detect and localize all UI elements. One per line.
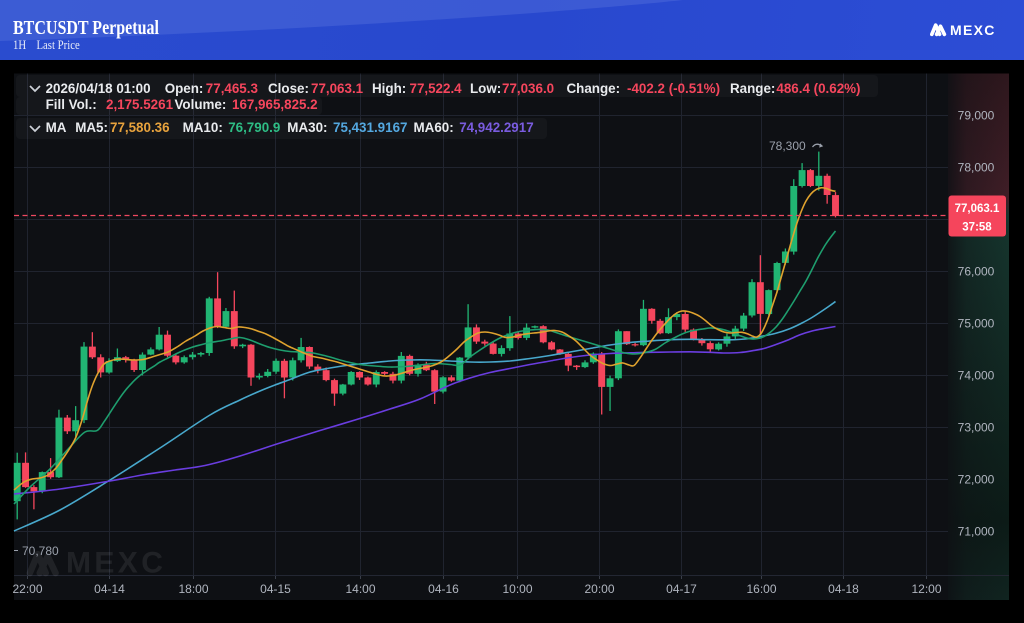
svg-text:37:58: 37:58 [962, 222, 992, 234]
svg-text:76,000: 76,000 [958, 265, 995, 279]
svg-text:MEXC: MEXC [66, 547, 166, 580]
svg-text:12:00: 12:00 [911, 582, 941, 596]
svg-text:MEXC: MEXC [950, 22, 996, 38]
svg-text:78,000: 78,000 [958, 161, 995, 175]
svg-text:16:00: 16:00 [746, 582, 776, 596]
svg-text:77,063.1: 77,063.1 [955, 203, 1000, 215]
svg-text:22:00: 22:00 [12, 582, 42, 596]
svg-text:04-16: 04-16 [428, 582, 459, 596]
svg-text:73,000: 73,000 [958, 421, 995, 435]
svg-text:10:00: 10:00 [502, 582, 532, 596]
svg-text:75,000: 75,000 [958, 317, 995, 331]
svg-text:71,000: 71,000 [958, 525, 995, 539]
svg-text:18:00: 18:00 [178, 582, 208, 596]
svg-text:14:00: 14:00 [345, 582, 375, 596]
svg-text:74,000: 74,000 [958, 369, 995, 383]
svg-text:20:00: 20:00 [584, 582, 614, 596]
svg-text:79,000: 79,000 [958, 109, 995, 123]
svg-text:04-15: 04-15 [260, 582, 291, 596]
svg-text:04-17: 04-17 [666, 582, 697, 596]
svg-text:72,000: 72,000 [958, 473, 995, 487]
svg-text:04-14: 04-14 [94, 582, 125, 596]
svg-text:04-18: 04-18 [828, 582, 859, 596]
svg-text:70,780: 70,780 [22, 544, 59, 558]
svg-text:78,300: 78,300 [769, 139, 806, 153]
